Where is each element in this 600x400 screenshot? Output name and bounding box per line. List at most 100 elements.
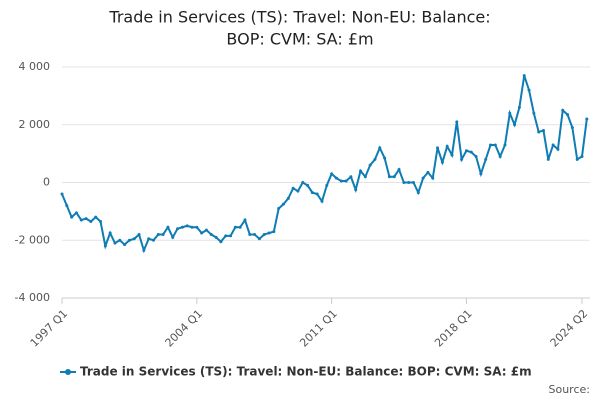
data-point xyxy=(108,231,112,235)
data-point xyxy=(334,176,338,180)
data-point xyxy=(541,129,545,133)
data-point xyxy=(176,227,180,231)
data-point xyxy=(402,181,406,184)
data-point xyxy=(426,170,430,174)
data-point xyxy=(585,117,589,121)
series-line xyxy=(61,75,588,254)
data-point xyxy=(566,113,570,117)
data-point xyxy=(460,157,464,161)
data-point xyxy=(229,234,233,238)
data-point xyxy=(224,234,228,238)
legend-label: Trade in Services (TS): Travel: Non-EU: … xyxy=(80,365,532,379)
data-point xyxy=(272,230,276,234)
data-point xyxy=(580,155,584,159)
data-point xyxy=(455,120,459,124)
data-point xyxy=(450,153,454,157)
data-point xyxy=(248,232,252,236)
data-point xyxy=(330,172,334,176)
data-point xyxy=(65,204,69,208)
data-point xyxy=(180,225,184,229)
source: Source: xyxy=(549,383,591,396)
data-point xyxy=(484,157,488,161)
data-point xyxy=(161,232,165,236)
data-point xyxy=(416,191,420,195)
data-point xyxy=(257,237,261,241)
data-point xyxy=(281,202,285,206)
x-tick-label: 2018 Q1 xyxy=(432,307,475,350)
data-point xyxy=(296,189,300,193)
data-point xyxy=(253,232,257,236)
data-point xyxy=(286,196,290,200)
data-point xyxy=(469,150,473,154)
data-point xyxy=(195,225,199,229)
data-point xyxy=(156,232,160,236)
data-point xyxy=(493,143,497,147)
data-point xyxy=(387,175,391,179)
data-point xyxy=(532,111,536,115)
data-point xyxy=(325,183,329,187)
data-point xyxy=(301,181,305,184)
legend-marker xyxy=(65,369,71,375)
data-point xyxy=(575,157,579,161)
data-point xyxy=(508,111,512,115)
data-point xyxy=(103,244,107,248)
y-tick-label: -4 000 xyxy=(15,291,50,304)
data-point xyxy=(474,155,478,159)
data-point xyxy=(349,175,353,179)
data-point xyxy=(291,186,295,190)
data-point xyxy=(354,188,358,192)
data-point xyxy=(503,143,507,147)
data-point xyxy=(522,74,526,78)
data-point xyxy=(238,225,242,229)
chart-title: Trade in Services (TS): Travel: Non-EU: … xyxy=(108,8,490,27)
data-point xyxy=(436,146,440,150)
data-point xyxy=(551,143,555,147)
data-point xyxy=(99,219,103,223)
data-point xyxy=(344,179,348,183)
data-point xyxy=(219,240,223,244)
data-point xyxy=(310,191,314,195)
data-point xyxy=(546,157,550,161)
data-point xyxy=(137,232,141,236)
data-point xyxy=(561,108,565,112)
data-point xyxy=(277,206,281,210)
data-point xyxy=(127,238,131,242)
data-point xyxy=(166,225,170,229)
data-point xyxy=(392,175,396,179)
data-point xyxy=(60,192,64,196)
data-point xyxy=(513,123,517,127)
data-point xyxy=(407,181,411,184)
x-tick-label: 1997 Q1 xyxy=(28,307,71,350)
data-point xyxy=(262,232,266,236)
data-point xyxy=(267,231,271,235)
data-point xyxy=(84,217,88,221)
y-tick-label: 0 xyxy=(43,176,50,189)
data-point xyxy=(489,143,493,147)
data-point xyxy=(204,228,208,232)
data-point xyxy=(363,175,367,179)
data-point xyxy=(537,130,541,134)
data-point xyxy=(464,149,468,153)
data-point xyxy=(185,224,189,228)
data-point xyxy=(147,237,151,241)
data-point xyxy=(411,181,415,184)
data-point xyxy=(79,218,83,222)
data-point xyxy=(209,232,213,236)
data-point xyxy=(171,235,175,239)
data-point xyxy=(74,211,78,215)
x-tick-label: 2024 Q2 xyxy=(548,307,591,350)
data-point xyxy=(190,225,194,229)
data-point xyxy=(118,238,122,242)
data-point xyxy=(113,241,117,245)
data-point xyxy=(151,238,155,242)
data-point xyxy=(320,199,324,203)
data-point xyxy=(132,237,136,241)
y-tick-label: -2 000 xyxy=(15,233,50,246)
x-tick-label: 2004 Q1 xyxy=(163,307,206,350)
data-point xyxy=(233,225,237,229)
data-point xyxy=(498,155,502,159)
data-point xyxy=(359,169,363,173)
data-point xyxy=(556,147,560,151)
data-point xyxy=(445,144,449,148)
